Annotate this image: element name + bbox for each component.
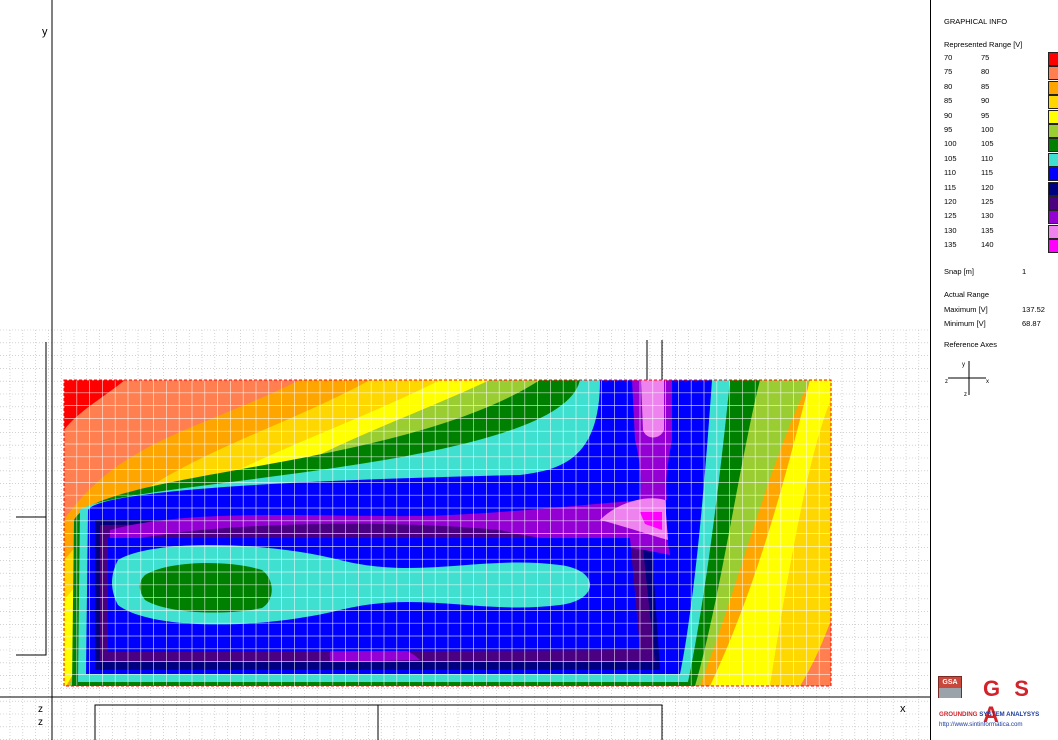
ref-axis-y: y	[962, 362, 965, 368]
gsa-logo-icon: GSA	[938, 676, 962, 698]
snap-value: 1	[1022, 267, 1027, 276]
legend-from: 125	[944, 211, 957, 221]
legend-swatch	[1048, 196, 1058, 210]
conductor-mark	[646, 340, 663, 380]
legend-row: 105 110	[944, 154, 1014, 168]
snap-label: Snap [m]	[944, 267, 975, 276]
legend-to: 90	[981, 96, 990, 106]
ref-axis-x: x	[986, 379, 989, 385]
minimum-value: 68.87	[1022, 319, 1041, 328]
z-axis-label-bottom: z	[38, 717, 43, 728]
legend-from: 80	[944, 81, 953, 91]
legend-row: 135 140	[944, 240, 1014, 254]
legend-to: 95	[981, 110, 990, 120]
legend-swatch	[1048, 167, 1058, 182]
logo-box-text: GSA	[942, 679, 958, 686]
legend-from: 90	[944, 110, 953, 120]
legend-to: 80	[981, 67, 990, 77]
minimum-label: Minimum [V]	[944, 319, 986, 328]
ref-axis-z: z	[945, 379, 948, 385]
legend-from: 115	[944, 182, 956, 192]
legend-from: 100	[944, 139, 957, 149]
legend-from: 95	[944, 125, 953, 134]
legend-swatch	[1048, 224, 1058, 239]
ref-axis-z-bottom: z	[964, 392, 967, 398]
legend-to: 75	[981, 53, 990, 62]
logo-url: http://www.sintinformatica.com	[939, 721, 1023, 728]
legend-from: 70	[944, 53, 953, 62]
legend-row: 100 105	[944, 139, 1014, 153]
legend-row: 115 120	[944, 183, 1014, 197]
legend-row: 90 95	[944, 111, 1014, 125]
logo-title: G S A	[983, 676, 1033, 727]
legend-row: 110 115	[944, 168, 1014, 182]
legend-swatch	[1048, 66, 1058, 81]
legend-row: 70 75	[944, 53, 1014, 67]
panel-title: GRAPHICAL INFO	[944, 17, 1008, 26]
drawing-canvas[interactable]: y x z z	[0, 0, 930, 740]
legend-to: 100	[981, 125, 994, 134]
legend-swatch	[1048, 239, 1058, 254]
legend-to: 130	[981, 211, 994, 221]
maximum-label: Maximum [V]	[944, 305, 988, 314]
legend-swatch	[1048, 152, 1058, 167]
logo-subtitle-red: GROUNDING	[939, 711, 978, 718]
range-title: Represented Range [V]	[944, 40, 1023, 49]
legend-row: 85 90	[944, 96, 1014, 110]
maximum-value: 137.52	[1022, 305, 1045, 314]
legend-from: 135	[944, 240, 957, 250]
legend-swatch	[1048, 52, 1058, 66]
legend-from: 85	[944, 96, 953, 106]
legend-to: 110	[981, 153, 993, 163]
reference-axes-icon: y x z z	[945, 361, 989, 398]
legend-row: 120 125	[944, 197, 1014, 211]
legend-to: 85	[981, 81, 990, 91]
legend-to: 135	[981, 225, 994, 235]
legend-row: 130 135	[944, 226, 1014, 240]
legend-swatch	[1048, 210, 1058, 225]
legend-from: 105	[944, 153, 957, 163]
actual-range-title: Actual Range	[944, 290, 990, 299]
legend-from: 75	[944, 67, 953, 77]
legend-row: 125 130	[944, 211, 1014, 225]
legend-from: 110	[944, 168, 956, 178]
legend-from: 130	[944, 225, 957, 235]
left-dimension-bracket	[16, 342, 47, 656]
legend-row: 80 85	[944, 82, 1014, 96]
legend-swatch	[1048, 109, 1058, 124]
x-axis-label: x	[900, 703, 906, 715]
graphical-info-panel: GRAPHICAL INFO Represented Range [V] 70 7…	[930, 0, 1058, 740]
logo-subtitle-rest: SYSTEM ANALYSYS	[977, 711, 1040, 718]
legend-to: 120	[981, 182, 994, 192]
legend-to: 140	[981, 240, 994, 250]
legend-swatch	[1048, 138, 1058, 153]
reference-axes-title: Reference Axes	[944, 340, 997, 349]
logo-subtitle: GROUNDING SYSTEM ANALYSYS	[939, 711, 1039, 718]
legend-swatch	[1048, 181, 1058, 196]
legend-swatch	[1048, 124, 1058, 138]
legend-to: 115	[981, 168, 993, 178]
z-axis-label-top: z	[38, 704, 43, 715]
grounding-area-outline	[63, 379, 832, 687]
y-axis-label: y	[42, 26, 48, 38]
bottom-dimension-bracket	[94, 704, 663, 740]
legend-to: 125	[981, 197, 994, 206]
legend-row: 75 80	[944, 67, 1014, 81]
legend-to: 105	[981, 139, 994, 149]
legend-swatch	[1048, 80, 1058, 95]
legend-from: 120	[944, 197, 957, 206]
legend-row: 95 100	[944, 125, 1014, 139]
legend-swatch	[1048, 95, 1058, 110]
grid-overlay	[64, 380, 831, 686]
